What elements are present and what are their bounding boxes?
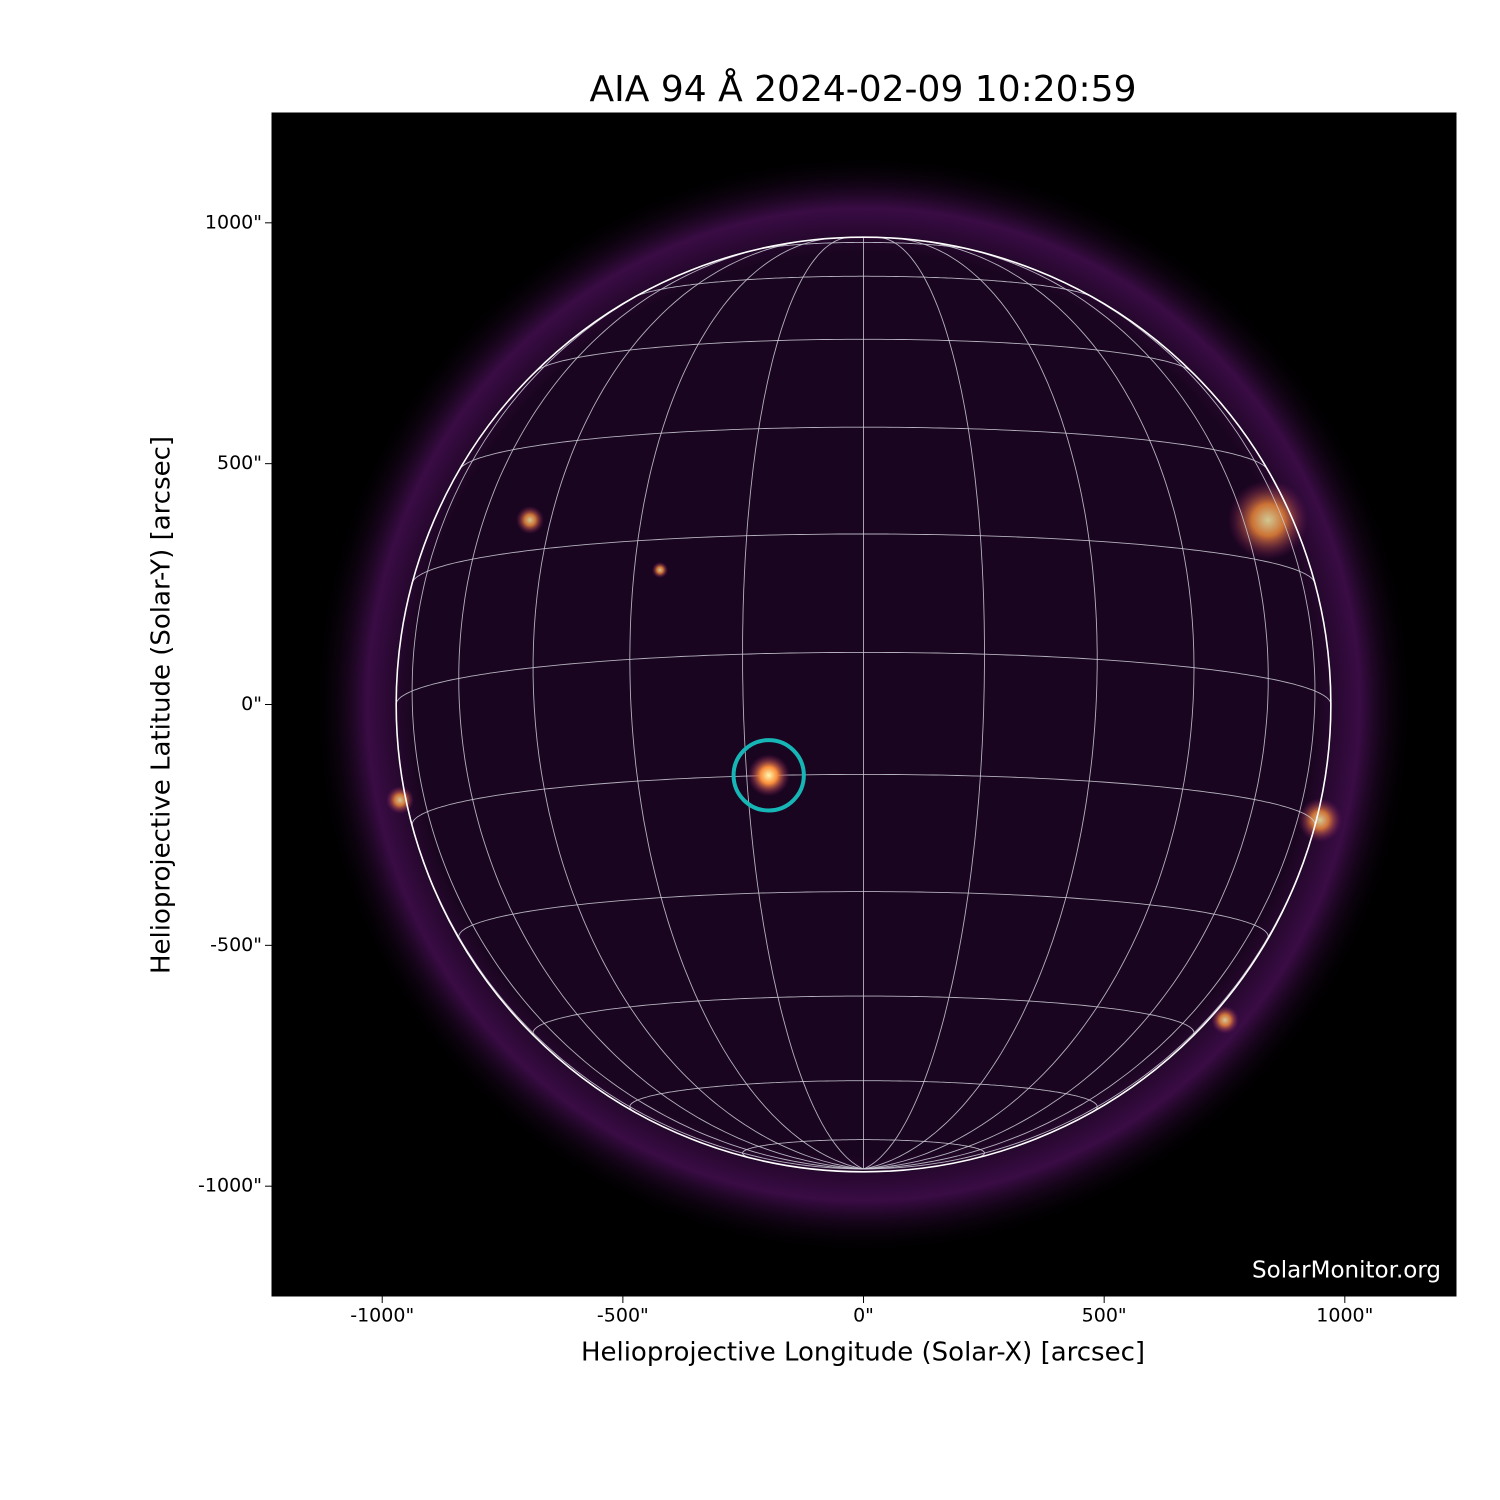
y-tick-label: -500"	[210, 934, 262, 956]
latitude-line	[532, 995, 1195, 1038]
x-tick-label: 1000"	[1316, 1305, 1373, 1327]
bright-region	[1211, 1006, 1239, 1034]
longitude-line	[863, 245, 1269, 1170]
x-tick-label: -500"	[597, 1305, 649, 1327]
bright-region	[1228, 480, 1308, 560]
chart-title: AIA 94 Å 2024-02-09 10:20:59	[590, 67, 1137, 110]
latitude-line	[411, 533, 1316, 583]
latitude-line	[411, 773, 1316, 826]
longitude-line	[411, 274, 864, 1170]
bright-region	[652, 562, 668, 578]
longitude-line	[863, 274, 1316, 1170]
bright-region	[1298, 798, 1342, 842]
y-tick-label: 1000"	[205, 211, 262, 233]
plot-area	[312, 153, 1415, 1256]
x-tick-label: 0"	[853, 1305, 874, 1327]
latitude-line	[458, 891, 1269, 940]
x-tick-label: 500"	[1082, 1305, 1127, 1327]
latitude-line	[459, 426, 1268, 470]
y-tick-label: 0"	[241, 693, 262, 715]
solar-limb	[395, 236, 1332, 1173]
longitude-line	[863, 240, 1195, 1170]
y-tick-label: -1000"	[198, 1175, 262, 1197]
latitude-line	[634, 275, 1093, 298]
latitude-line	[629, 1080, 1098, 1113]
bright-region	[386, 786, 414, 814]
longitude-line	[532, 240, 864, 1170]
longitude-line	[629, 237, 864, 1170]
watermark: SolarMonitor.org	[1252, 1258, 1441, 1284]
latitude-line	[395, 651, 1332, 705]
y-axis-label: Helioprojective Latitude (Solar-Y) [arcs…	[147, 436, 177, 974]
x-tick-label: -1000"	[350, 1305, 414, 1327]
latitude-line	[753, 241, 974, 251]
bright-region	[516, 506, 544, 534]
latitude-line	[742, 1139, 985, 1160]
longitude-line	[863, 236, 985, 1170]
highlight-circle	[731, 738, 806, 813]
x-axis-label: Helioprojective Longitude (Solar-X) [arc…	[581, 1338, 1145, 1368]
longitude-line	[863, 237, 1098, 1170]
y-tick-label: 500"	[217, 452, 262, 474]
longitude-line	[742, 236, 864, 1170]
longitude-line	[458, 245, 864, 1170]
highlight-fill	[747, 754, 790, 797]
latitude-line	[535, 338, 1192, 372]
